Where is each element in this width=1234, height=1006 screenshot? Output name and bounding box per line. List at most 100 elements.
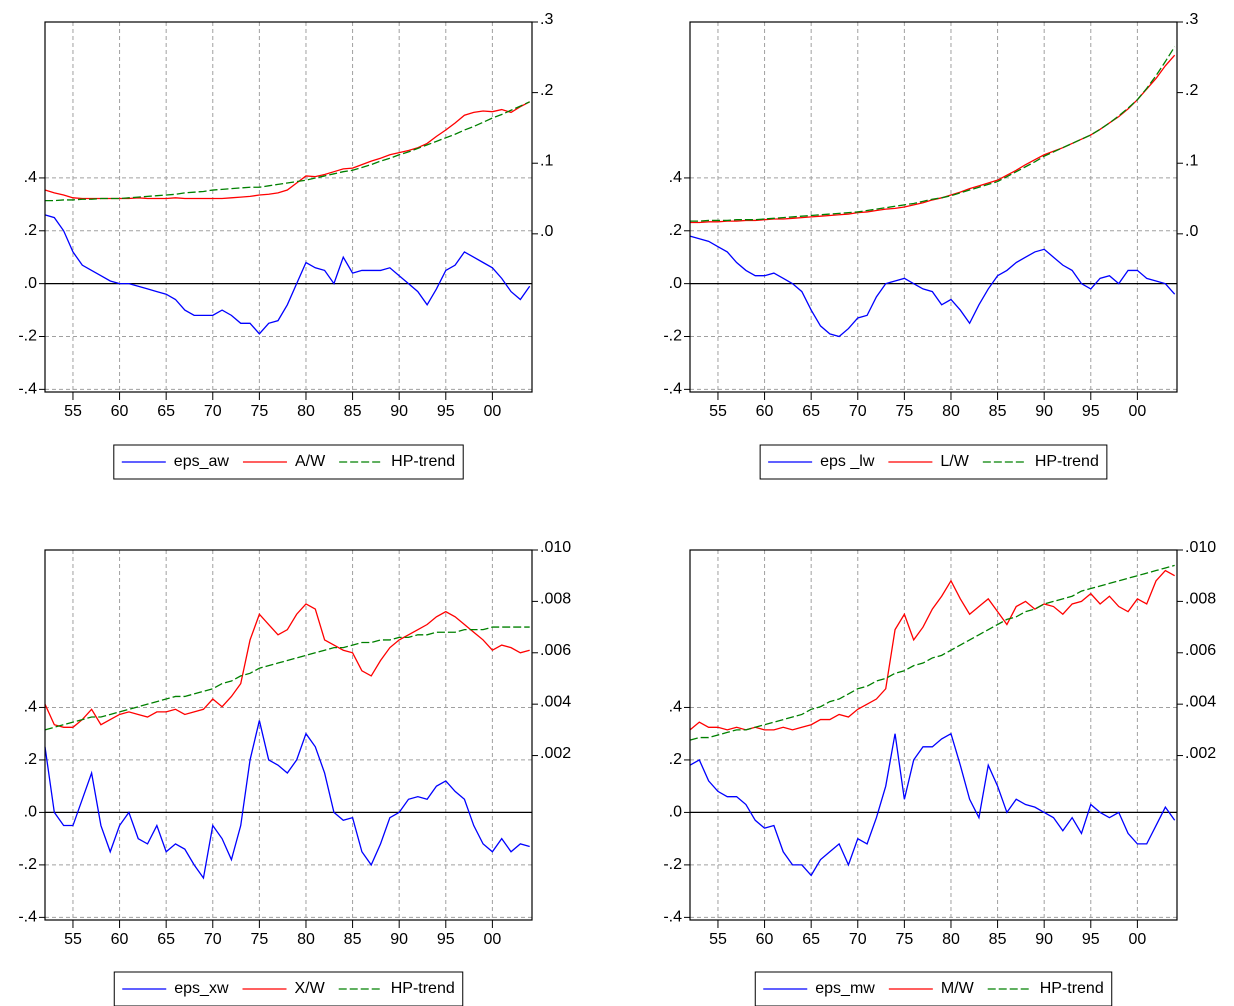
y2-tick-label: .010 — [1185, 539, 1216, 556]
plot-frame — [44, 21, 533, 393]
series-line — [44, 720, 530, 880]
series-line — [689, 732, 1176, 877]
x-tick-label: 90 — [1035, 403, 1053, 420]
x-tick-label: 95 — [1082, 931, 1100, 948]
legend-label: L/W — [940, 453, 969, 470]
legend-label: A/W — [295, 453, 326, 470]
y2-tick-label: .006 — [1185, 642, 1216, 659]
series-line — [44, 214, 531, 335]
y-tick-label: .4 — [24, 169, 37, 186]
x-tick-label: 75 — [250, 403, 268, 420]
legend-box — [754, 971, 1113, 1006]
y-tick-label: -.2 — [663, 328, 682, 345]
x-tick-label: 95 — [437, 403, 455, 420]
series-line — [45, 101, 530, 202]
x-tick-label: 55 — [64, 931, 82, 948]
legend-label: eps_xw — [174, 980, 229, 997]
legend-label: X/W — [295, 980, 326, 997]
x-tick-label: 70 — [204, 931, 222, 948]
x-tick-label: 55 — [709, 403, 727, 420]
x-tick-label: 95 — [1082, 403, 1100, 420]
plot-frame — [689, 549, 1178, 921]
legend-label: eps_aw — [174, 453, 230, 470]
x-tick-label: 90 — [1035, 931, 1053, 948]
y-tick-label: -.4 — [663, 381, 682, 398]
x-tick-label: 55 — [709, 931, 727, 948]
y2-tick-label: .3 — [540, 11, 553, 28]
y2-tick-label: .008 — [1185, 591, 1216, 608]
y2-tick-label: .1 — [1185, 152, 1198, 169]
legend-label: HP-trend — [391, 453, 455, 470]
series-line — [689, 235, 1176, 338]
series-line — [689, 564, 1175, 741]
y-tick-label: .4 — [24, 699, 37, 716]
legend-box — [113, 444, 464, 480]
x-tick-label: 70 — [204, 403, 222, 420]
series-line — [44, 603, 530, 728]
y-tick-label: -.4 — [663, 909, 682, 926]
x-tick-label: 55 — [64, 403, 82, 420]
x-tick-label: 75 — [250, 931, 268, 948]
x-tick-label: 00 — [483, 403, 501, 420]
x-tick-label: 00 — [1128, 403, 1146, 420]
y-tick-label: -.2 — [18, 856, 37, 873]
legend-label: eps_mw — [815, 980, 875, 997]
y-tick-label: .0 — [24, 804, 37, 821]
y2-tick-label: .002 — [540, 745, 571, 762]
x-tick-label: 95 — [437, 931, 455, 948]
y-tick-label: -.4 — [18, 381, 37, 398]
y2-tick-label: .2 — [540, 82, 553, 99]
y2-tick-label: .004 — [1185, 693, 1216, 710]
x-tick-label: 65 — [802, 931, 820, 948]
y-tick-label: -.2 — [663, 856, 682, 873]
x-tick-label: 70 — [849, 403, 867, 420]
x-tick-label: 60 — [756, 931, 774, 948]
legend-label: eps _lw — [820, 453, 875, 470]
x-tick-label: 90 — [390, 931, 408, 948]
legend-label: M/W — [941, 980, 975, 997]
x-tick-label: 80 — [297, 931, 315, 948]
x-tick-label: 65 — [802, 403, 820, 420]
y-tick-label: -.4 — [18, 909, 37, 926]
series-line — [689, 569, 1175, 731]
x-tick-label: 00 — [483, 931, 501, 948]
x-tick-label: 90 — [390, 403, 408, 420]
series-line — [44, 626, 530, 731]
legend-box — [759, 444, 1108, 480]
series-line — [690, 46, 1176, 222]
y-tick-label: .2 — [669, 751, 682, 768]
y2-tick-label: .0 — [540, 223, 553, 240]
series-line — [690, 54, 1176, 224]
series-line — [44, 101, 530, 200]
legend-label: HP-trend — [1040, 980, 1104, 997]
y2-tick-label: .0 — [1185, 223, 1198, 240]
x-tick-label: 00 — [1128, 931, 1146, 948]
x-tick-label: 75 — [895, 403, 913, 420]
x-tick-label: 80 — [297, 403, 315, 420]
x-tick-label: 60 — [111, 931, 129, 948]
x-tick-label: 75 — [895, 931, 913, 948]
x-tick-label: 60 — [111, 403, 129, 420]
y-tick-label: .2 — [24, 222, 37, 239]
y2-tick-label: .002 — [1185, 745, 1216, 762]
y2-tick-label: .004 — [540, 693, 571, 710]
x-tick-label: 85 — [344, 403, 362, 420]
x-tick-label: 80 — [942, 931, 960, 948]
y-tick-label: -.2 — [18, 328, 37, 345]
x-tick-label: 85 — [344, 931, 362, 948]
y2-tick-label: .1 — [540, 152, 553, 169]
y2-tick-label: .3 — [1185, 11, 1198, 28]
y2-tick-label: .2 — [1185, 82, 1198, 99]
y-tick-label: .0 — [24, 275, 37, 292]
x-tick-label: 70 — [849, 931, 867, 948]
y-tick-label: .2 — [24, 751, 37, 768]
x-tick-label: 85 — [989, 403, 1007, 420]
y-tick-label: .4 — [669, 169, 682, 186]
x-tick-label: 80 — [942, 403, 960, 420]
y-tick-label: .2 — [669, 222, 682, 239]
y2-tick-label: .010 — [540, 539, 571, 556]
legend-label: HP-trend — [391, 980, 455, 997]
x-tick-label: 60 — [756, 403, 774, 420]
